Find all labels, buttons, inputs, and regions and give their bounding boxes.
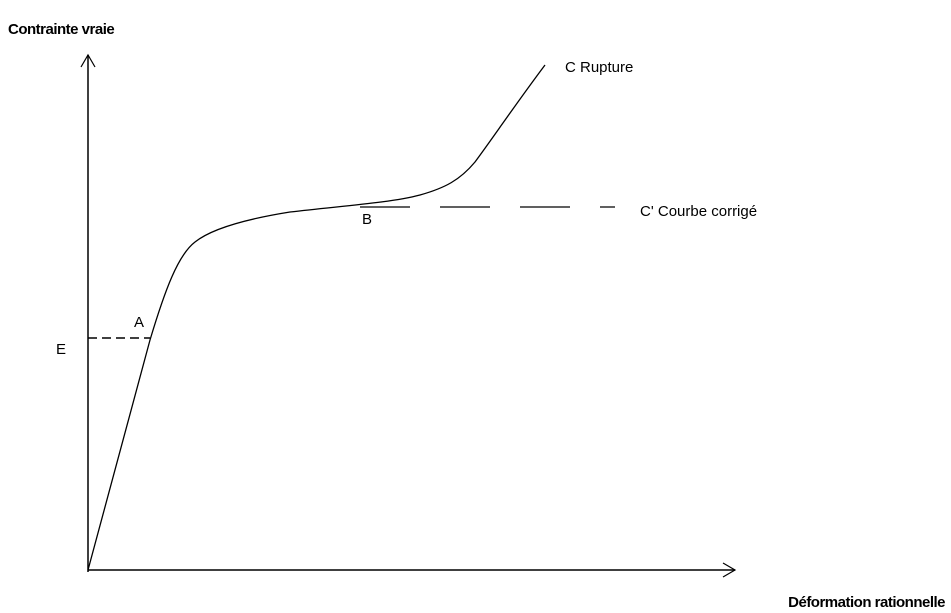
x-axis-label: Déformation rationnelle xyxy=(788,594,945,611)
point-a-label: A xyxy=(134,314,144,331)
point-e-label: E xyxy=(56,341,66,358)
y-arrow xyxy=(80,53,96,68)
rupture-label: C Rupture xyxy=(565,59,633,76)
point-b-label: B xyxy=(362,211,372,228)
corrected-label: C' Courbe corrigé xyxy=(640,203,757,220)
stress-strain-curve xyxy=(87,64,546,571)
x-arrow xyxy=(722,562,737,578)
y-axis-label: Contrainte vraie xyxy=(8,21,114,38)
